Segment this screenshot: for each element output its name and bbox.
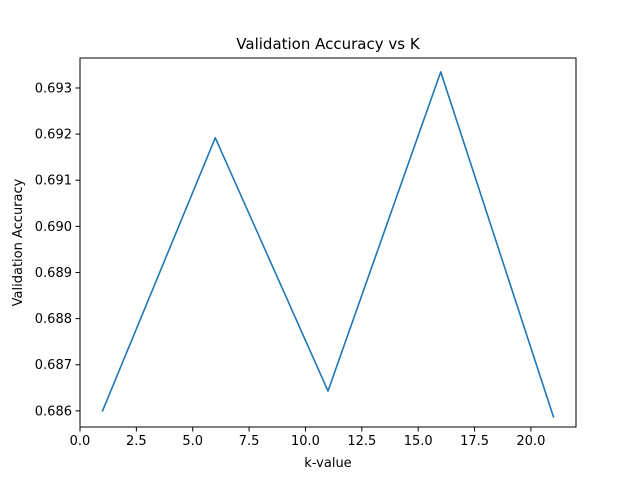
- x-tick-label: 15.0: [404, 434, 433, 449]
- x-axis-label: k-value: [304, 456, 351, 471]
- series-layer: [101, 71, 555, 418]
- y-tick-label: 0.691: [35, 174, 72, 189]
- y-tick-label: 0.687: [35, 358, 72, 373]
- y-tick-label: 0.690: [35, 220, 72, 235]
- y-axis-label: Validation Accuracy: [11, 178, 26, 306]
- chart-title: Validation Accuracy vs K: [236, 35, 421, 53]
- y-tick-label: 0.689: [35, 266, 72, 281]
- y-tick-label: 0.692: [35, 128, 72, 143]
- plot-area: [80, 58, 576, 427]
- x-axis: 0.0 2.5 5.0 7.5 10.0 12.5 15.0 17.5 20.0: [70, 427, 545, 449]
- x-tick-label: 12.5: [347, 434, 376, 449]
- x-tick-label: 20.0: [516, 434, 545, 449]
- y-tick-label: 0.693: [35, 81, 72, 96]
- y-tick-label: 0.686: [35, 404, 72, 419]
- x-tick-label: 7.5: [239, 434, 260, 449]
- series-line: [101, 71, 555, 418]
- y-axis: 0.686 0.687 0.688 0.689 0.690 0.691 0.692 0.693: [35, 81, 80, 419]
- y-tick-label: 0.688: [35, 312, 72, 327]
- plot-frame: [79, 57, 577, 428]
- x-tick-label: 17.5: [460, 434, 489, 449]
- x-tick-label: 2.5: [126, 434, 147, 449]
- x-tick-label: 5.0: [182, 434, 203, 449]
- x-tick-label: 10.0: [291, 434, 320, 449]
- x-tick-label: 0.0: [70, 434, 91, 449]
